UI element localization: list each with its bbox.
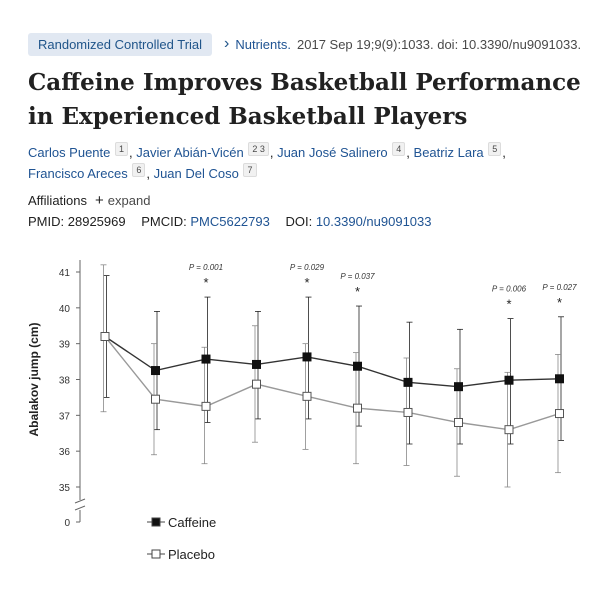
legend-marker xyxy=(151,517,161,527)
expand-label: expand xyxy=(107,193,151,208)
affiliation-ref[interactable]: 6 xyxy=(132,163,146,177)
doi-label: DOI: xyxy=(285,214,313,229)
data-point-placebo xyxy=(403,407,413,417)
y-tick-label: 37 xyxy=(59,411,71,422)
affiliation-ref[interactable]: 4 xyxy=(392,142,406,156)
plus-icon: + xyxy=(95,192,104,209)
legend-label: Placebo xyxy=(168,547,215,562)
affiliations-label: Affiliations xyxy=(28,193,88,208)
data-point-placebo xyxy=(201,401,211,411)
data-point-caffeine xyxy=(555,374,564,384)
data-point-placebo xyxy=(353,403,362,413)
y-axis-label: Abalakov jump (cm) xyxy=(27,322,41,436)
series-line-caffeine xyxy=(104,335,560,388)
data-point-placebo xyxy=(504,425,514,435)
p-value-label: P = 0.029 xyxy=(290,263,325,272)
data-point-caffeine xyxy=(302,352,312,362)
p-value-label: P = 0.001 xyxy=(189,263,223,272)
publication-type-badge[interactable]: Randomized Controlled Trial xyxy=(28,32,213,56)
author-link[interactable]: Javier Abián-Vicén xyxy=(136,145,244,160)
significance-star: * xyxy=(304,275,309,290)
series-line-placebo xyxy=(104,336,560,431)
data-point-caffeine xyxy=(403,377,413,387)
affiliation-ref[interactable]: 2 3 xyxy=(248,142,269,156)
affiliations-toggle[interactable]: Affiliations + expand xyxy=(28,192,150,209)
pmcid-label: PMCID: xyxy=(141,214,187,229)
y-tick-label: 35 xyxy=(59,483,71,494)
p-value-label: P = 0.037 xyxy=(340,272,375,281)
data-point-placebo xyxy=(151,394,160,404)
data-point-caffeine xyxy=(353,361,362,371)
p-value-label: P = 0.006 xyxy=(492,285,527,294)
identifiers: PMID: 28925969 PMCID: PMC5622793 DOI: 10… xyxy=(28,214,444,229)
citation-bar: Randomized Controlled Trial › Nutrients.… xyxy=(28,32,581,56)
legend-marker xyxy=(151,549,161,559)
axis-break-mark xyxy=(74,505,86,511)
chevron-right-icon: › xyxy=(224,35,230,52)
data-point-caffeine xyxy=(504,375,514,385)
y-tick-label: 41 xyxy=(59,268,71,279)
significance-star: * xyxy=(203,275,208,290)
data-point-placebo xyxy=(555,409,564,419)
significance-star: * xyxy=(506,297,511,312)
y-tick-label: 38 xyxy=(59,376,71,387)
abalakov-jump-chart: 0 35 36 37 38 39 40 41 Abalakov jump (cm) P = 0.0… xyxy=(27,260,577,562)
pmid-value: 28925969 xyxy=(67,214,126,229)
journal-link[interactable]: Nutrients. xyxy=(235,36,291,52)
legend-label: Caffeine xyxy=(168,515,216,530)
p-value-label: P = 0.027 xyxy=(542,283,577,292)
affiliation-ref[interactable]: 5 xyxy=(488,142,502,156)
data-point-caffeine xyxy=(454,382,463,392)
significance-star: * xyxy=(355,284,360,299)
citation-text: 2017 Sep 19;9(9):1033. doi: 10.3390/nu90… xyxy=(297,36,582,52)
data-point-placebo xyxy=(302,391,312,401)
y-tick-label: 0 xyxy=(64,518,70,529)
pmid-label: PMID: xyxy=(28,214,65,229)
article-title: Caffeine Improves Basketball Performance… xyxy=(28,69,581,130)
y-tick-label: 36 xyxy=(59,447,71,458)
significance-star: * xyxy=(557,295,562,310)
axis-break-mark xyxy=(74,498,86,504)
affiliation-ref[interactable]: 1 xyxy=(115,142,129,156)
author-link[interactable]: Beatriz Lara xyxy=(413,145,484,160)
pmcid-link[interactable]: PMC5622793 xyxy=(190,214,270,229)
y-tick-label: 39 xyxy=(59,340,71,351)
journal-citation: › Nutrients. 2017 Sep 19;9(9):1033. doi:… xyxy=(224,36,581,52)
author-link[interactable]: Juan Del Coso xyxy=(153,166,239,181)
doi-link[interactable]: 10.3390/nu9091033 xyxy=(315,214,432,229)
affiliation-ref[interactable]: 7 xyxy=(243,163,257,177)
y-tick-label: 40 xyxy=(59,304,71,315)
author-link[interactable]: Juan José Salinero xyxy=(277,145,388,160)
author-link[interactable]: Carlos Puente xyxy=(28,145,111,160)
author-list: Carlos Puente 1, Javier Abián-Vicén 2 3,… xyxy=(28,142,506,181)
data-point-caffeine xyxy=(151,366,160,376)
data-point-caffeine xyxy=(201,354,211,364)
data-point-placebo xyxy=(100,332,110,341)
data-point-caffeine xyxy=(252,359,261,369)
author-link[interactable]: Francisco Areces xyxy=(28,166,128,181)
data-point-placebo xyxy=(252,379,261,389)
data-point-placebo xyxy=(454,418,463,427)
